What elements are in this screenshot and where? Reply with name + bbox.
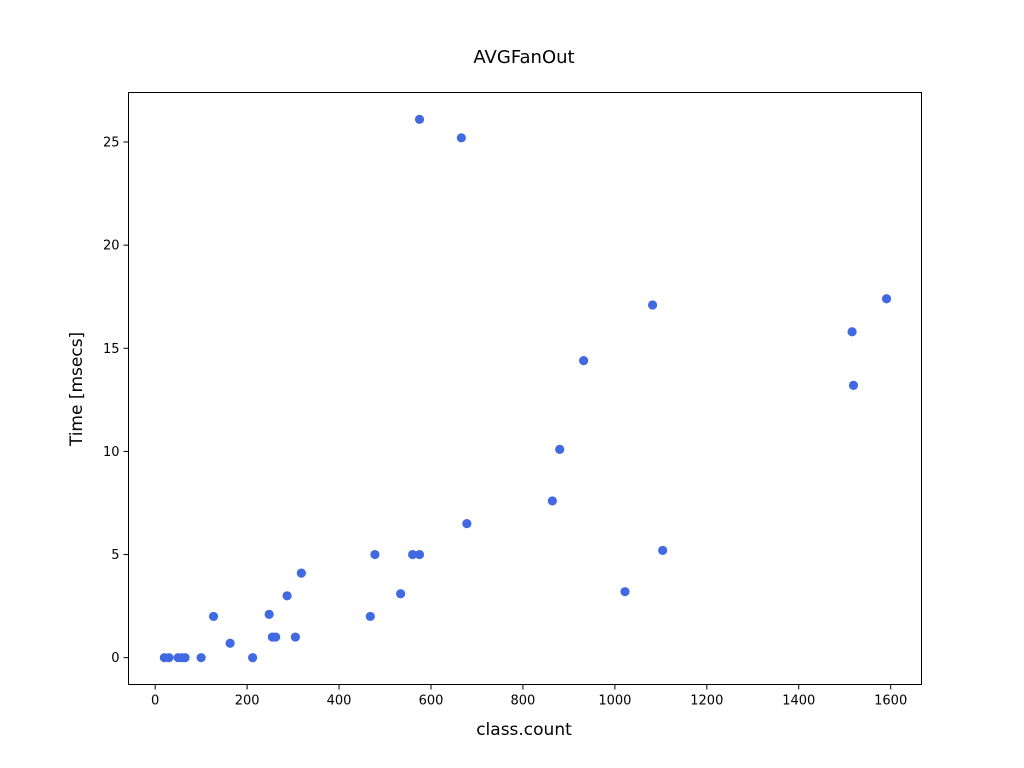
data-point	[196, 653, 206, 663]
y-axis-label: Time [msecs]	[67, 332, 87, 447]
data-point	[414, 549, 425, 560]
x-tick-label: 400	[327, 694, 352, 709]
data-point	[647, 300, 658, 310]
data-point	[290, 632, 300, 642]
x-tick-label: 1200	[690, 694, 723, 709]
y-axis: 0 5 10 15 20 25	[103, 136, 129, 666]
y-tick-label: 25	[103, 136, 120, 151]
data-point	[180, 653, 190, 663]
data-point	[847, 327, 857, 337]
data-point	[164, 653, 174, 663]
data-point	[555, 444, 565, 454]
plot-frame	[128, 92, 922, 685]
y-tick-label: 5	[111, 548, 119, 563]
data-point	[547, 496, 557, 506]
data-point	[370, 549, 380, 560]
data-points	[159, 114, 892, 663]
x-axis: 0 200 400 600 800 1000 1200 1400 1600	[151, 684, 907, 709]
y-tick-label: 0	[111, 651, 119, 666]
data-point	[414, 114, 425, 124]
data-point	[248, 653, 258, 663]
data-point	[296, 568, 306, 578]
data-point	[271, 632, 281, 642]
data-point	[456, 133, 466, 143]
data-point	[658, 545, 668, 556]
chart-title: AVGFanOut	[473, 47, 574, 68]
data-point	[408, 549, 418, 560]
data-point	[462, 519, 472, 529]
data-point	[282, 591, 292, 601]
data-point	[579, 356, 589, 366]
data-point	[225, 638, 235, 648]
x-tick-label: 600	[419, 694, 444, 709]
data-point	[365, 611, 375, 622]
x-axis-label: class.count	[476, 720, 572, 740]
y-tick-label: 15	[103, 342, 120, 357]
data-point	[208, 611, 219, 622]
data-point	[620, 587, 630, 597]
data-point	[396, 589, 406, 599]
data-point	[881, 294, 892, 304]
x-tick-label: 200	[235, 694, 260, 709]
x-tick-label: 800	[511, 694, 536, 709]
x-tick-label: 1000	[598, 694, 631, 709]
x-tick-label: 1600	[874, 694, 907, 709]
data-point	[264, 609, 274, 619]
x-tick-label: 0	[151, 694, 159, 709]
y-tick-label: 10	[103, 445, 120, 460]
data-point	[848, 380, 859, 391]
x-tick-label: 1400	[782, 694, 815, 709]
y-tick-label: 20	[103, 239, 120, 254]
